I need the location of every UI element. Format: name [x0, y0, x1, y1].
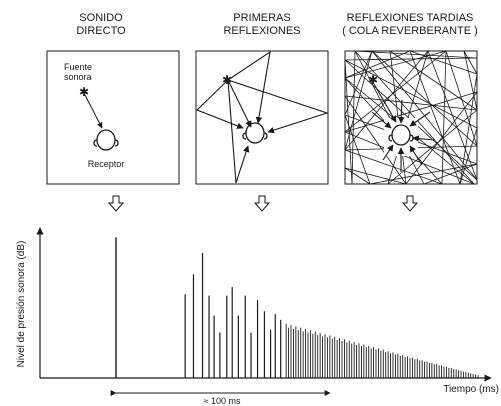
x-axis-label: Tiempo (ms)	[443, 384, 499, 395]
direct-title-line1: SONIDO	[79, 12, 123, 24]
direct-title-line2: DIRECTO	[76, 25, 126, 37]
impulse-bars	[115, 237, 479, 378]
source-label-line1: Fuente	[64, 62, 92, 72]
receiver-head-icon	[93, 129, 119, 151]
direct-sound-panel: Fuente sonora ✱ Receptor	[46, 50, 180, 185]
early-reflections-panel: ✱	[195, 50, 329, 185]
late-title-line1: REFLEXIONES TARDIAS	[347, 12, 474, 24]
early-title-line1: PRIMERAS	[233, 12, 290, 24]
late-title-line2: ( COLA REVERBERANTE )	[342, 25, 478, 37]
source-icon: ✱	[368, 73, 378, 87]
source-label-line2: sonora	[64, 72, 92, 82]
source-icon: ✱	[222, 73, 232, 87]
reflection-lines	[344, 50, 478, 185]
receiver-head-icon	[388, 124, 414, 146]
impulse-response-chart: Nivel de presión sonora (dB) Tiempo (ms)…	[16, 227, 499, 406]
late-reflections-panel: ✱	[344, 50, 478, 185]
down-arrow-icon	[253, 195, 271, 212]
source-icon: ✱	[79, 85, 89, 99]
receiver-label: Receptor	[88, 159, 125, 169]
interval-label: ≈ 100 ms	[204, 396, 241, 406]
y-axis-label: Nivel de presión sonora (dB)	[16, 241, 27, 368]
receiver-head-icon	[242, 122, 268, 144]
down-arrow-icon	[401, 195, 419, 212]
down-arrow-icon	[107, 195, 125, 212]
early-title-line2: REFLEXIONES	[223, 25, 300, 37]
